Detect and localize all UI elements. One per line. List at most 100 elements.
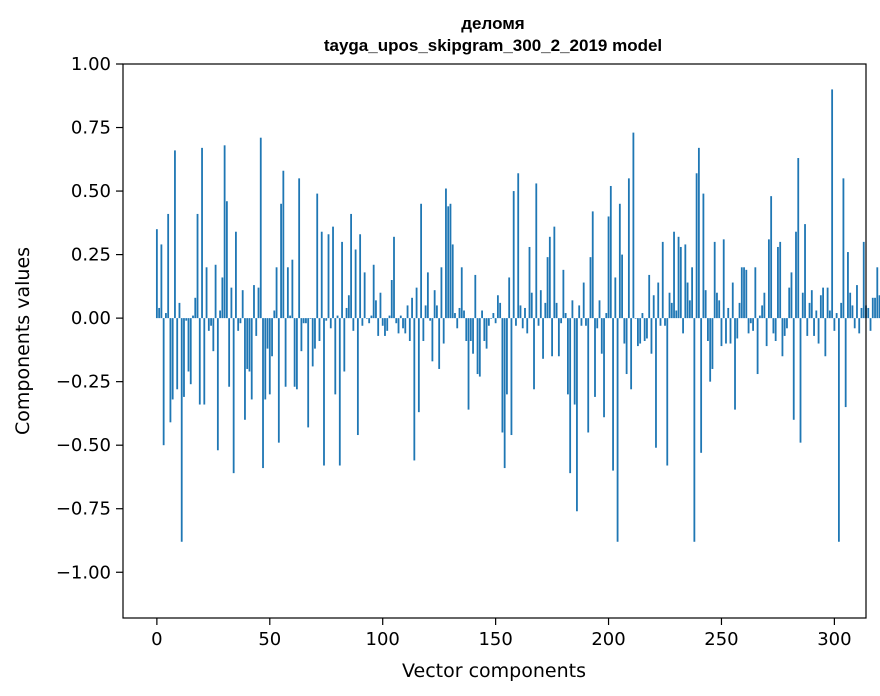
bar — [693, 318, 696, 542]
bar — [842, 178, 845, 319]
bar — [704, 290, 707, 319]
bar — [853, 318, 856, 329]
chart-title: деломя — [461, 14, 524, 33]
bar — [578, 305, 581, 319]
bar — [777, 246, 779, 319]
bar — [835, 313, 838, 319]
bar — [381, 318, 384, 326]
bar — [343, 318, 346, 372]
bar — [580, 318, 583, 326]
bar — [325, 318, 328, 321]
bar — [492, 313, 495, 319]
bar — [709, 318, 712, 382]
bar — [341, 241, 343, 319]
bar — [289, 315, 292, 319]
bar — [375, 300, 377, 319]
bar — [627, 178, 630, 319]
bar — [244, 318, 246, 420]
bar — [666, 318, 669, 466]
bar — [675, 310, 678, 319]
bar — [456, 318, 459, 329]
bar — [533, 318, 535, 390]
bar — [472, 318, 474, 354]
bar — [824, 318, 827, 357]
bar — [767, 239, 770, 319]
bar — [440, 267, 443, 319]
bar — [659, 318, 662, 326]
bar — [817, 318, 820, 344]
bar — [474, 274, 477, 319]
bar — [393, 236, 395, 319]
bar — [716, 292, 718, 319]
bar — [521, 318, 524, 329]
bar — [449, 203, 452, 319]
bar — [564, 313, 567, 319]
bar — [307, 318, 310, 428]
bar — [332, 226, 334, 319]
bar — [350, 213, 352, 319]
bar — [390, 280, 393, 319]
bar — [445, 188, 447, 319]
bar — [370, 315, 373, 319]
bar — [634, 318, 637, 319]
bar — [722, 239, 725, 319]
bar — [707, 318, 709, 341]
bar — [655, 318, 657, 448]
bar — [496, 295, 499, 319]
bar — [499, 302, 502, 319]
bar — [221, 277, 224, 319]
bar — [618, 203, 621, 319]
bar — [576, 318, 578, 512]
bar — [185, 318, 188, 321]
bar — [232, 318, 235, 474]
bar — [623, 318, 626, 344]
bar — [506, 318, 508, 395]
bar — [833, 318, 836, 331]
y-tick-label: −0.25 — [56, 372, 111, 393]
bar — [874, 297, 876, 319]
bar — [600, 318, 603, 354]
y-tick-label: −0.75 — [56, 499, 111, 520]
bar — [530, 292, 533, 319]
bar — [765, 318, 768, 347]
bar — [183, 318, 185, 397]
bar — [451, 244, 454, 319]
bar — [607, 216, 610, 319]
bar — [438, 318, 441, 369]
bar — [354, 249, 357, 319]
bar — [282, 170, 285, 319]
bar — [167, 213, 170, 319]
bar — [749, 318, 752, 324]
bar — [519, 305, 522, 319]
bar — [187, 318, 190, 372]
bar — [871, 297, 874, 319]
y-axis: 1.00 0.75 0.50 0.25 0.00 −0.25 −0.50 −0.75 −1.00 — [56, 54, 123, 583]
bar — [594, 318, 596, 397]
x-axis-label: Vector components — [402, 660, 586, 682]
bar — [596, 318, 599, 329]
bar — [740, 267, 743, 319]
bar — [517, 173, 520, 319]
bar — [386, 318, 389, 331]
bar — [458, 307, 461, 319]
bar — [494, 318, 497, 324]
bar — [557, 318, 560, 357]
bar — [612, 318, 614, 471]
bar — [605, 313, 608, 319]
bar — [560, 318, 563, 324]
bar — [463, 310, 465, 319]
bar — [754, 267, 757, 319]
bar — [727, 307, 730, 319]
bar — [483, 318, 486, 341]
bar — [779, 241, 782, 319]
bar — [856, 285, 858, 319]
bar — [203, 318, 206, 405]
bar — [713, 241, 716, 319]
bar — [535, 183, 538, 319]
bar — [736, 318, 739, 339]
bar — [686, 282, 689, 319]
bar — [372, 264, 375, 319]
bar — [192, 315, 194, 319]
bar — [697, 147, 700, 319]
bar — [641, 313, 644, 319]
